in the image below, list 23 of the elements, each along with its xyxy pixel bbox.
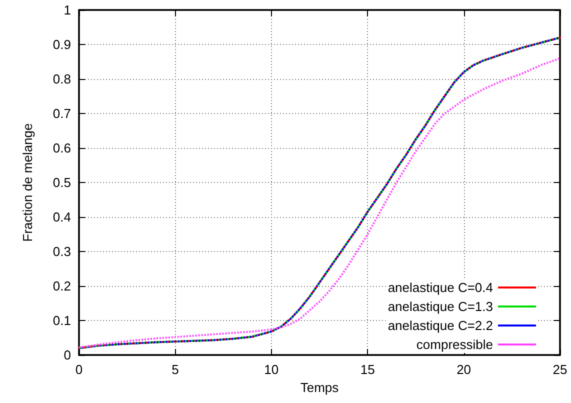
x-tick-label: 0 [75, 362, 83, 377]
y-axis-title: Fraction de melange [20, 123, 35, 242]
y-tick-label: 0.2 [52, 278, 71, 294]
y-tick-label: 0.1 [52, 313, 71, 328]
legend-label: compressible [416, 337, 493, 352]
y-tick-label: 0.9 [52, 37, 71, 52]
y-tick-label: 0.7 [52, 106, 71, 121]
x-tick-label: 10 [264, 362, 279, 377]
y-tick-label: 0.8 [52, 72, 71, 86]
x-tick-label: 15 [360, 362, 375, 377]
legend-label: anelastique C=1.3 [388, 299, 493, 314]
y-tick-label: 0.4 [52, 210, 71, 224]
x-tick-label: 5 [172, 362, 179, 377]
y-tick-label: 0.6 [52, 140, 71, 156]
x-tick-label: 25 [552, 362, 568, 377]
y-tick-label: 0.3 [52, 244, 71, 259]
legend-label: anelastique C=2.2 [388, 318, 493, 333]
x-axis-title: Temps [300, 380, 340, 395]
y-tick-label: 0.5 [52, 175, 71, 190]
legend-label: anelastique C=0.4 [388, 280, 493, 295]
y-tick-label: 0 [64, 348, 71, 362]
x-tick-label: 20 [456, 362, 472, 377]
y-tick-label: 1 [64, 2, 71, 18]
